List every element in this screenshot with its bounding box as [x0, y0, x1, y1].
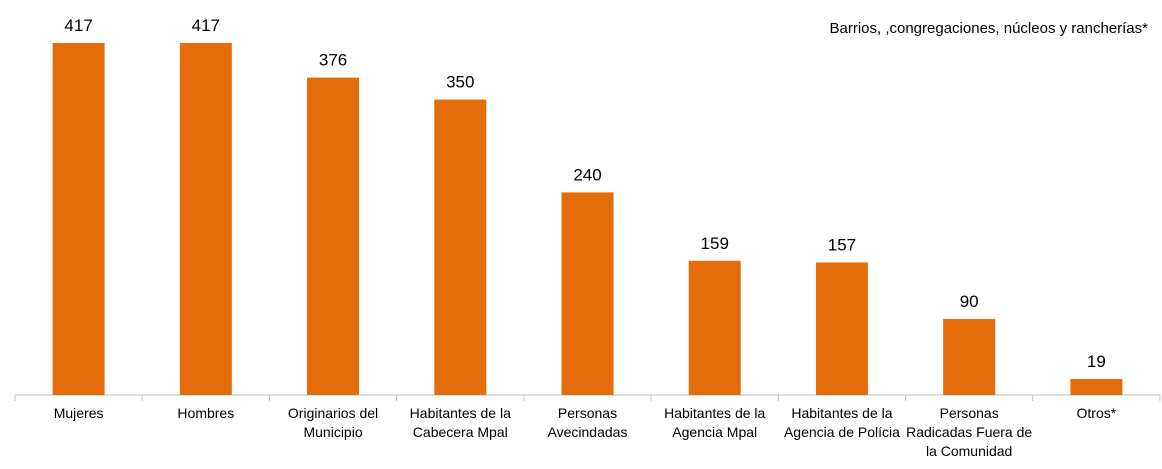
bar [688, 260, 741, 395]
annotation: Barrios, ,congregaciones, núcleos y ranc… [829, 20, 1148, 37]
x-tick-label: Personas Radicadas Fuera de la Comunidad [906, 405, 1033, 459]
value-label: 19 [1087, 352, 1106, 371]
x-tick-label: Originarios del Municipio [287, 405, 379, 440]
x-tick-label: Hombres [177, 405, 235, 421]
bar [815, 262, 868, 395]
bar [943, 319, 996, 395]
x-tick-label: Mujeres [53, 405, 104, 421]
value-label: 159 [701, 234, 729, 253]
value-label: 350 [446, 73, 474, 92]
value-label: 417 [64, 16, 92, 35]
x-tick-label: Personas Avecindadas [547, 405, 628, 440]
x-tick-label: Habitantes de la Agencia de Polícia [783, 405, 900, 440]
x-tick-label: Habitantes de la Agencia Mpal [664, 405, 766, 440]
bar [307, 77, 360, 395]
value-label: 417 [192, 16, 220, 35]
bar [179, 43, 232, 395]
bar [434, 99, 487, 395]
bar [52, 43, 105, 395]
value-label: 376 [319, 51, 347, 70]
bar [1070, 378, 1123, 395]
value-label: 157 [828, 235, 856, 254]
x-tick-label: Habitantes de la Cabecera Mpal [409, 405, 511, 440]
value-label: 240 [573, 165, 601, 184]
x-tick-label: Otros* [1076, 405, 1117, 421]
bar [561, 192, 614, 395]
value-label: 90 [960, 292, 979, 311]
